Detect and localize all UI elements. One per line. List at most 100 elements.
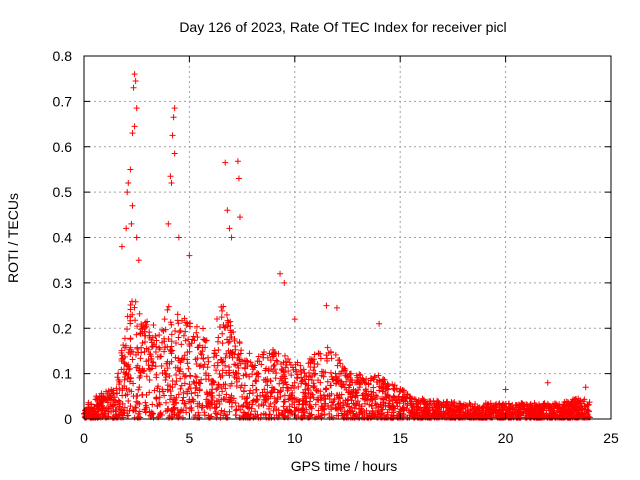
x-tick-label: 25 (603, 430, 619, 446)
envelope-point (271, 361, 278, 368)
envelope-point (286, 359, 293, 366)
envelope-point (241, 364, 248, 371)
envelope-point (225, 319, 232, 326)
envelope-point (568, 410, 575, 417)
envelope-point (260, 351, 267, 358)
envelope-point (248, 405, 255, 412)
envelope-point (526, 409, 533, 416)
envelope-point (296, 398, 303, 405)
envelope-point (335, 412, 342, 419)
data-point (131, 123, 138, 130)
envelope-point (469, 403, 476, 410)
envelope-point (236, 375, 243, 382)
envelope-point (269, 384, 276, 391)
envelope-point (586, 399, 593, 406)
envelope-point (320, 391, 327, 398)
envelope-point (118, 357, 125, 364)
envelope-point (433, 411, 440, 418)
envelope-point (333, 373, 340, 380)
envelope-point (244, 404, 251, 411)
envelope-point (135, 367, 142, 374)
envelope-point (241, 357, 248, 364)
envelope-point (193, 379, 200, 386)
envelope-point (198, 376, 205, 383)
envelope-point (313, 387, 320, 394)
data-point (130, 84, 137, 91)
envelope-point (212, 408, 219, 415)
envelope-point (554, 404, 561, 411)
envelope-point (451, 402, 458, 409)
envelope-point (193, 360, 200, 367)
envelope-point (281, 398, 288, 405)
envelope-point (152, 363, 159, 370)
envelope-point (437, 408, 444, 415)
envelope-point (345, 414, 352, 421)
envelope-point (245, 404, 252, 411)
envelope-point (152, 349, 159, 356)
envelope-point (114, 374, 121, 381)
envelope-point (186, 341, 193, 348)
envelope-point (238, 382, 245, 389)
envelope-point (496, 414, 503, 421)
envelope-point (270, 363, 277, 370)
envelope-point (189, 336, 196, 343)
envelope-point (342, 367, 349, 374)
envelope-point (249, 371, 256, 378)
envelope-point (370, 395, 377, 402)
envelope-point (277, 393, 284, 400)
data-point (124, 189, 131, 196)
envelope-point (213, 404, 220, 411)
envelope-point (98, 400, 105, 407)
envelope-point (159, 326, 166, 333)
envelope-point (396, 400, 403, 407)
envelope-point (279, 373, 286, 380)
envelope-point (133, 404, 140, 411)
envelope-point (139, 391, 146, 398)
envelope-point (307, 412, 314, 419)
envelope-point (180, 332, 187, 339)
data-point (123, 225, 130, 232)
envelope-point (219, 340, 226, 347)
envelope-point (104, 399, 111, 406)
envelope-point (196, 400, 203, 407)
data-point (129, 202, 136, 209)
envelope-point (148, 409, 155, 416)
envelope-point (315, 377, 322, 384)
envelope-point (153, 371, 160, 378)
envelope-point (485, 409, 492, 416)
envelope-point (182, 337, 189, 344)
data-point (118, 243, 125, 250)
envelope-point (177, 408, 184, 415)
envelope-point (177, 375, 184, 382)
envelope-point (445, 407, 452, 414)
envelope-point (109, 390, 116, 397)
envelope-point (210, 354, 217, 361)
envelope-point (155, 383, 162, 390)
envelope-point (219, 307, 226, 314)
envelope-point (190, 333, 197, 340)
envelope-point (116, 386, 123, 393)
envelope-point (400, 405, 407, 412)
envelope-point (384, 391, 391, 398)
envelope-point (121, 360, 128, 367)
envelope-point (271, 350, 278, 357)
envelope-point (303, 395, 310, 402)
envelope-point (300, 366, 307, 373)
envelope-point (136, 374, 143, 381)
envelope-point (311, 364, 318, 371)
envelope-point (168, 348, 175, 355)
envelope-point (485, 401, 492, 408)
envelope-point (211, 350, 218, 357)
data-point (502, 386, 509, 393)
envelope-point (551, 403, 558, 410)
envelope-point (223, 391, 230, 398)
envelope-point (232, 412, 239, 419)
envelope-point (285, 355, 292, 362)
envelope-point (379, 388, 386, 395)
data-point (132, 77, 139, 84)
envelope-point (194, 392, 201, 399)
envelope-point (352, 412, 359, 419)
x-tick-label: 0 (80, 430, 88, 446)
envelope-point (245, 410, 252, 417)
envelope-point (187, 399, 194, 406)
